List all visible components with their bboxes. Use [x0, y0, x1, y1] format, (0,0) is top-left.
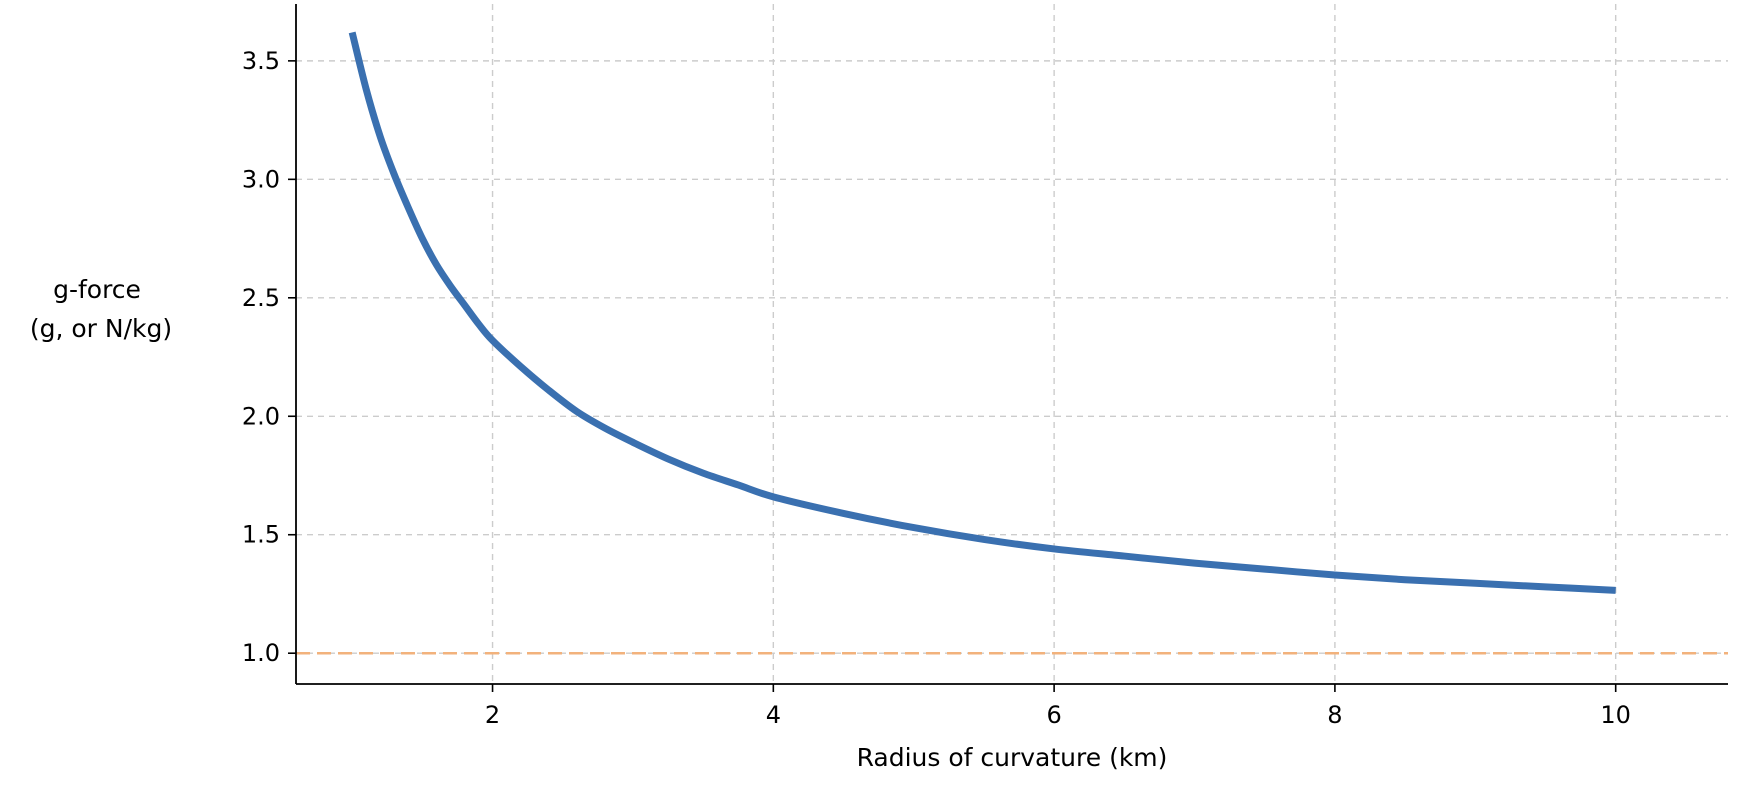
- y-tick-label: 1.0: [242, 639, 280, 667]
- series-line: [348, 31, 1616, 594]
- x-tick-label: 4: [766, 701, 781, 729]
- x-tick-label: 10: [1600, 701, 1631, 729]
- x-axis-label: Radius of curvature (km): [857, 743, 1168, 772]
- series-layer: [348, 31, 1616, 594]
- x-tick-layer: 2 4 6 8 10: [485, 684, 1631, 729]
- x-tick-label: 2: [485, 701, 500, 729]
- y-axis-label: g-force (g, or N/kg): [30, 275, 172, 343]
- x-tick-label: 6: [1046, 701, 1061, 729]
- y-tick-layer: 1.0 1.5 2.0 2.5 3.0 3.5: [242, 47, 296, 667]
- y-tick-label: 3.5: [242, 47, 280, 75]
- y-tick-label: 3.0: [242, 165, 280, 193]
- y-tick-label: 2.0: [242, 402, 280, 430]
- axes: [295, 4, 1728, 685]
- y-tick-label: 1.5: [242, 521, 280, 549]
- y-axis-label-line-1: g-force: [53, 275, 141, 304]
- y-axis-label-line-2: (g, or N/kg): [30, 314, 172, 343]
- y-tick-label: 2.5: [242, 284, 280, 312]
- x-tick-label: 8: [1327, 701, 1342, 729]
- grid: [296, 4, 1728, 684]
